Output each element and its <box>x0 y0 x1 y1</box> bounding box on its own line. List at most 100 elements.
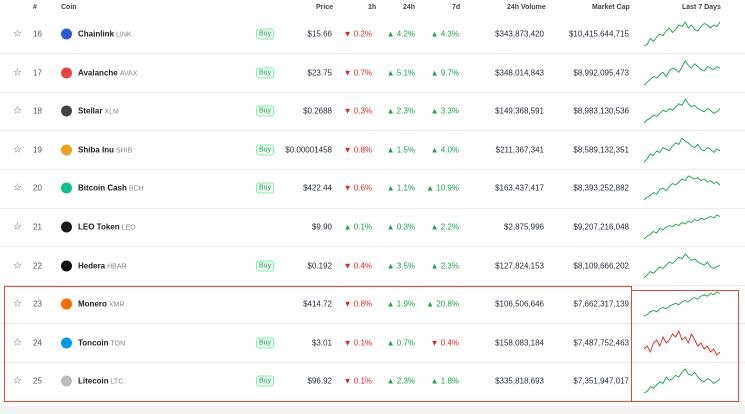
coin-name[interactable]: LEO Token <box>78 222 120 232</box>
coin-name-link[interactable]: LEO Token LEO <box>78 223 136 232</box>
buy-button[interactable]: Buy <box>256 144 275 156</box>
star-icon[interactable]: ☆ <box>13 260 22 272</box>
change-7d-value: 1.8% <box>440 376 459 386</box>
star-icon[interactable]: ☆ <box>13 375 22 387</box>
table-row[interactable]: ☆ 20 Bitcoin Cash BCH Buy $422.44 ▼ 0.6% ▲ 1.1%… <box>0 169 745 207</box>
coin-symbol: LINK <box>116 31 132 39</box>
star-icon[interactable]: ☆ <box>13 298 22 310</box>
coin-name[interactable]: Hedera <box>78 261 106 271</box>
change-24h-arrow-icon: ▲ <box>386 338 395 348</box>
change-7d: ▲ 4.3% <box>431 30 459 39</box>
coin-name[interactable]: Shiba Inu <box>78 145 114 155</box>
change-24h: ▲ 0.7% <box>387 338 415 347</box>
header-24h[interactable]: 24h <box>403 4 416 11</box>
star-icon[interactable]: ☆ <box>13 182 22 194</box>
star-icon[interactable]: ☆ <box>13 144 22 156</box>
header-7d[interactable]: 7d <box>452 4 461 11</box>
header-price[interactable]: Price <box>316 4 334 11</box>
table-row[interactable]: ☆ 23 Monero XMR $414.72 ▼ 0.8% ▲ 1.9% ▲ 20.8% $1… <box>0 285 745 323</box>
header-1h[interactable]: 1h <box>368 4 377 11</box>
market-cap: $7,487,752,463 <box>573 338 629 348</box>
sparkline-line <box>643 329 721 356</box>
coin-name[interactable]: Chainlink <box>78 29 115 39</box>
change-1h: ▲ 0.1% <box>344 223 372 232</box>
table-row[interactable]: ☆ 21 LEO Token LEO $9.90 ▲ 0.1% ▲ 0.3% ▲ 2.2% $2… <box>0 208 745 246</box>
buy-button[interactable]: Buy <box>256 260 275 272</box>
change-1h-arrow-icon: ▼ <box>343 261 352 271</box>
market-cap: $8,992,095,473 <box>573 68 629 78</box>
change-24h-arrow-icon: ▲ <box>386 299 395 309</box>
change-7d-value: 4.3% <box>440 29 459 39</box>
change-7d-arrow-icon: ▲ <box>430 106 439 116</box>
star-icon[interactable]: ☆ <box>13 105 22 117</box>
table-row[interactable]: ☆ 18 Stellar XLM Buy $0.2688 ▼ 0.3% ▲ 2.3% ▲ 3.3… <box>0 92 745 130</box>
star-icon[interactable]: ☆ <box>13 337 22 349</box>
change-7d-arrow-icon: ▲ <box>426 299 435 309</box>
coin-name-link[interactable]: Hedera HBAR <box>78 261 127 270</box>
change-1h-arrow-icon: ▼ <box>343 29 352 39</box>
coin-name-link[interactable]: Avalanche AVAX <box>78 68 137 77</box>
coin-name-link[interactable]: Chainlink LINK <box>78 30 132 39</box>
star-icon[interactable]: ☆ <box>13 28 22 40</box>
coin-rank: 23 <box>33 299 42 309</box>
change-7d: ▲ 4.0% <box>431 145 459 154</box>
coin-name[interactable]: Toncoin <box>78 338 109 348</box>
table-row[interactable]: ☆ 19 Shiba Inu SHIB Buy $0.00001458 ▼ 0.8% ▲ 1.… <box>0 131 745 169</box>
table-row[interactable]: ☆ 17 Avalanche AVAX Buy $23.75 ▼ 0.7% ▲ 5.1% ▲ 9… <box>0 54 745 92</box>
change-24h-arrow-icon: ▲ <box>386 183 395 193</box>
coin-name-link[interactable]: Stellar XLM <box>78 107 119 116</box>
buy-button[interactable]: Buy <box>256 28 275 40</box>
star-icon[interactable]: ☆ <box>13 221 22 233</box>
change-7d-value: 0.4% <box>440 338 459 348</box>
row-divider <box>0 168 745 170</box>
buy-button[interactable]: Buy <box>256 67 275 79</box>
header-rank[interactable]: # <box>33 4 37 11</box>
coin-rank: 18 <box>33 106 42 116</box>
header-coin[interactable]: Coin <box>61 4 77 11</box>
header-market-cap[interactable]: Market Cap <box>592 4 630 11</box>
sparkline-chart <box>643 291 721 317</box>
buy-button[interactable]: Buy <box>256 337 275 349</box>
table-row[interactable]: ☆ 16 Chainlink LINK Buy $15.66 ▼ 0.2% ▲ 4.2% ▲ 4… <box>0 15 745 53</box>
coin-name[interactable]: Monero <box>78 299 107 309</box>
table-row[interactable]: ☆ 24 Toncoin TON Buy $3.01 ▼ 0.1% ▲ 0.7% ▼ 0.4% $… <box>0 324 745 362</box>
change-1h-value: 0.3% <box>353 106 372 116</box>
change-1h-arrow-icon: ▼ <box>343 183 352 193</box>
coin-symbol: AVAX <box>119 70 138 78</box>
coin-price: $422.44 <box>303 183 332 193</box>
header-volume[interactable]: 24h Volume <box>507 4 546 11</box>
sparkline-chart <box>643 368 721 394</box>
row-divider <box>0 91 745 93</box>
sparkline-line <box>643 98 721 124</box>
coin-name-link[interactable]: Shiba Inu SHIB <box>78 145 132 154</box>
coin-name[interactable]: Bitcoin Cash <box>78 183 127 193</box>
coin-price: $23.75 <box>307 68 332 78</box>
coin-name[interactable]: Litecoin <box>78 376 109 386</box>
coin-name-link[interactable]: Bitcoin Cash BCH <box>78 184 144 193</box>
coin-name-link[interactable]: Monero XMR <box>78 300 124 309</box>
volume-24h: $335,818,693 <box>495 376 544 386</box>
coin-name-link[interactable]: Toncoin TON <box>78 338 125 347</box>
coin-name[interactable]: Stellar <box>78 106 103 116</box>
sparkline-chart <box>643 98 721 124</box>
coin-logo-icon <box>61 337 72 349</box>
change-1h: ▼ 0.8% <box>344 145 372 154</box>
buy-button[interactable]: Buy <box>256 105 275 117</box>
highlight-box-extension <box>632 290 739 402</box>
coin-name-link[interactable]: Litecoin LTC <box>78 377 123 386</box>
coin-logo-icon <box>61 182 72 194</box>
change-7d-arrow-icon: ▲ <box>430 222 439 232</box>
coin-symbol: HBAR <box>107 263 127 271</box>
change-1h: ▼ 0.8% <box>344 300 372 309</box>
buy-button[interactable]: Buy <box>256 375 275 387</box>
coin-name[interactable]: Avalanche <box>78 68 118 78</box>
change-24h-value: 3.5% <box>396 261 415 271</box>
buy-button[interactable]: Buy <box>256 182 275 194</box>
star-icon[interactable]: ☆ <box>13 67 22 79</box>
table-row[interactable]: ☆ 22 Hedera HBAR Buy $0.192 ▼ 0.4% ▲ 3.5% ▲ 2.3%… <box>0 247 745 285</box>
sparkline-chart <box>643 137 721 163</box>
table-row[interactable]: ☆ 25 Litecoin LTC Buy $96.92 ▼ 0.1% ▲ 2.3% ▲ 1.8… <box>0 362 745 400</box>
sparkline-line <box>643 368 721 394</box>
change-1h-arrow-icon: ▼ <box>343 299 352 309</box>
change-7d: ▲ 1.8% <box>431 377 459 386</box>
